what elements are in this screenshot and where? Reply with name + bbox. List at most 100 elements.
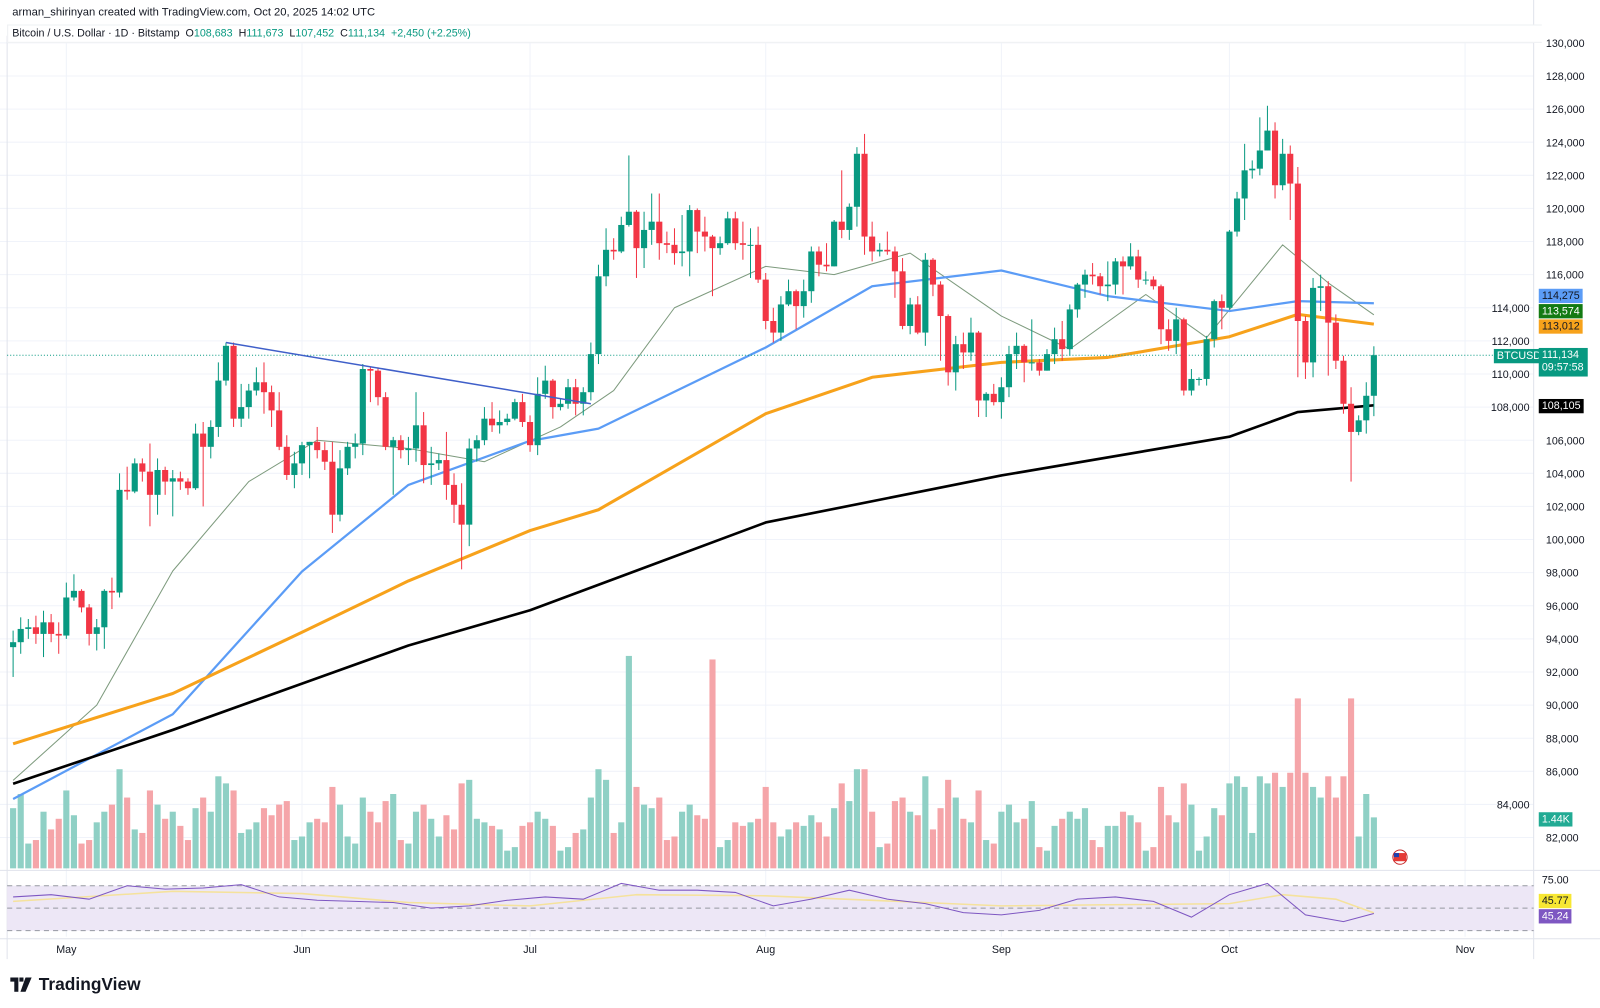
symbol-description[interactable]: Bitcoin / U.S. Dollar · 1D · Bitstamp xyxy=(12,27,180,40)
candle-body xyxy=(1302,320,1309,363)
rsi-line xyxy=(13,882,1374,923)
candle-body xyxy=(63,597,70,636)
ma200-line xyxy=(12,404,1374,785)
volume-bar xyxy=(352,843,359,869)
volume-bar xyxy=(1218,815,1225,869)
candle-body xyxy=(1264,130,1271,151)
economic-events-icon[interactable] xyxy=(1392,849,1408,865)
price-tick-label: 84,000 xyxy=(1497,800,1530,812)
volume-bar xyxy=(390,794,397,869)
volume-bar xyxy=(1119,811,1127,869)
time-tick-label: May xyxy=(56,944,77,956)
candle-body xyxy=(542,380,549,394)
volume-bar xyxy=(1150,847,1157,869)
volume-bar xyxy=(1066,811,1073,869)
volume-bar xyxy=(93,822,100,869)
volume-bar xyxy=(1028,801,1035,869)
volume-bar xyxy=(1203,836,1210,869)
volume-bar xyxy=(1165,815,1172,869)
volume-bar xyxy=(222,783,230,869)
volume-bar xyxy=(777,836,784,869)
volume-bar xyxy=(861,769,868,869)
candle-body xyxy=(1089,274,1096,277)
candle-body xyxy=(549,380,556,408)
candle-body xyxy=(481,418,488,441)
volume-bar xyxy=(101,811,108,869)
candle-body xyxy=(352,443,359,447)
candle-body xyxy=(48,622,55,634)
volume-tag: 1.44K xyxy=(1538,812,1573,827)
last-price: 111,134 xyxy=(1541,348,1579,362)
volume-bar xyxy=(367,811,374,869)
volume-bar xyxy=(55,818,62,869)
candle-body xyxy=(975,332,982,401)
candle-body xyxy=(587,354,594,393)
change-value: +2,450 (+2.25%) xyxy=(390,27,471,40)
volume-bar xyxy=(511,847,518,869)
price-tick-label: 108,000 xyxy=(1491,402,1530,414)
candle-body xyxy=(990,393,997,403)
volume-bar xyxy=(899,797,906,869)
price-tick-label: 118,000 xyxy=(1546,237,1584,249)
volume-bar xyxy=(78,843,85,869)
volume-bar xyxy=(671,836,678,869)
volume-bar xyxy=(70,815,77,869)
candle-body xyxy=(717,243,724,249)
candle-body xyxy=(656,221,663,244)
candle-body xyxy=(420,425,427,466)
volume-bar xyxy=(1340,776,1347,869)
candle-body xyxy=(557,403,564,408)
volume-bar xyxy=(762,786,769,869)
candle-body xyxy=(139,463,146,472)
candle-body xyxy=(1317,286,1324,288)
open-value: 108,683 xyxy=(193,27,233,40)
price-tick-label: 82,000 xyxy=(1546,833,1579,845)
volume-bar xyxy=(625,655,632,869)
candle-body xyxy=(321,450,328,462)
volume-bar xyxy=(496,829,503,869)
volume-bar xyxy=(891,801,899,869)
candle-body xyxy=(1104,284,1111,287)
candle-body xyxy=(1203,339,1210,379)
candle-body xyxy=(1370,355,1377,396)
volume-bar xyxy=(1249,832,1256,869)
candle-body xyxy=(564,387,572,404)
candle-body xyxy=(686,210,693,252)
volume-bar xyxy=(192,808,199,869)
candle-body xyxy=(86,607,93,634)
volume-bar xyxy=(595,769,602,869)
volume-bar xyxy=(633,786,640,869)
candle-body xyxy=(1005,354,1013,388)
volume-bar xyxy=(755,818,762,869)
candle-body xyxy=(1127,256,1134,267)
candle-body xyxy=(709,236,716,249)
volume-bar xyxy=(504,850,511,869)
candle-body xyxy=(359,369,366,444)
candle-body xyxy=(101,590,108,628)
candle-body xyxy=(329,461,336,515)
tradingview-logo[interactable]: TradingView xyxy=(10,974,141,994)
candle-body xyxy=(1112,261,1119,285)
flag-canton xyxy=(1393,853,1399,858)
volume-bar xyxy=(200,797,207,869)
volume-bar xyxy=(314,818,321,869)
ma50-line xyxy=(12,269,1374,800)
volume-bar xyxy=(215,776,222,869)
candle-body xyxy=(739,243,746,245)
rsi-tag: 45.24 xyxy=(1538,909,1572,924)
volume-bar xyxy=(747,822,754,869)
candle-body xyxy=(671,244,678,254)
volume-bar xyxy=(382,801,389,869)
price-tick-label: 130,000 xyxy=(1546,38,1585,50)
candle-body xyxy=(55,633,62,636)
volume-bar xyxy=(534,811,541,869)
candle-body xyxy=(162,470,169,482)
volume-bar xyxy=(572,832,579,869)
time-tick-label: Oct xyxy=(1221,944,1238,956)
candle-body xyxy=(861,153,868,237)
price-tick-label: 114,000 xyxy=(1492,303,1530,315)
candle-body xyxy=(1074,284,1081,310)
volume-bar xyxy=(1036,847,1043,869)
candle-body xyxy=(238,407,245,419)
